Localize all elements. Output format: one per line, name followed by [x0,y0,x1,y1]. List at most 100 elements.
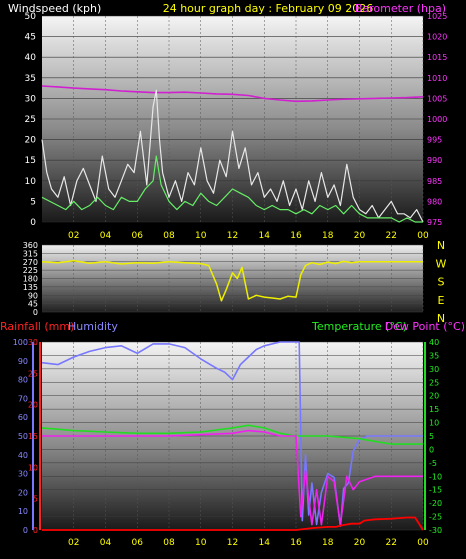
temperature-title: Temperature (°C) [311,320,407,333]
compass-label: S [438,276,445,289]
humidity-tick-label: 10 [18,507,28,516]
rainfall-tick-label: 20 [28,401,38,410]
windspeed-tick-label: 15 [25,156,36,166]
temperature-tick-label: -30 [429,526,442,535]
direction-tick-label: 135 [23,283,38,292]
temperature-tick-label: 25 [429,378,439,387]
temp-time-axis-ticks: 02 04 06 08 10 12 14 16 18 20 22 00 [68,538,429,548]
wind-time-tick-label: 16 [290,231,302,241]
compass-label: N [437,239,445,252]
barometer-tick-label: 995 [427,136,442,145]
humidity-tick-label: 80 [18,376,28,385]
rainfall-tick-label: 15 [28,432,38,441]
temperature-tick-label: 10 [429,419,439,428]
wind-time-tick-label: 10 [195,231,207,241]
wind-time-tick-label: 08 [163,231,175,241]
temp-time-tick-label: 18 [322,538,334,548]
direction-panel-grid [42,244,424,313]
gust-line [41,89,424,223]
windspeed-tick-label: 10 [25,177,37,187]
compass-label: W [436,257,447,270]
rainfall-axis-ticks: 0 5 10 15 20 25 30 [28,338,38,535]
humidity-title: Humidity [68,320,118,333]
humidity-line [41,341,423,528]
barometer-line [41,85,424,103]
temp-time-tick-label: 00 [417,538,429,548]
temperature-tick-label: -15 [429,486,442,495]
barometer-tick-label: 1015 [427,53,447,62]
rainfall-tick-label: 5 [33,495,38,504]
rainfall-tick-label: 10 [28,463,38,472]
temperature-tick-label: -25 [429,513,442,522]
temperature-tick-label: 0 [429,445,434,454]
barometer-tick-label: 1020 [427,33,447,42]
direction-tick-label: 90 [28,291,38,300]
wind-direction-line [41,260,423,302]
compass-label: E [438,294,445,307]
wind-panel-grid [42,15,424,223]
barometer-tick-label: 1005 [427,94,447,103]
wind-time-tick-label: 02 [68,231,79,241]
windspeed-axis-ticks: 0 5 10 15 20 25 30 35 40 45 50 [25,12,37,228]
temp-time-tick-label: 06 [132,538,144,548]
barometer-axis-ticks: 975 980 985 990 995 1000 1005 1010 1015 1020 1025 [427,12,447,227]
humidity-tick-label: 50 [18,432,28,441]
humidity-tick-label: 40 [18,451,28,460]
temperature-tick-label: 35 [429,351,439,360]
wind-time-tick-label: 18 [322,231,334,241]
wind-time-tick-label: 04 [100,231,112,241]
wind-time-tick-label: 22 [386,231,397,241]
windspeed-tick-label: 0 [30,218,36,228]
temperature-tick-label: 15 [429,405,439,414]
windspeed-tick-label: 25 [25,115,36,125]
temp-series [41,341,424,531]
humidity-tick-label: 70 [18,394,28,403]
windspeed-title: Windspeed (kph) [8,2,101,15]
windspeed-tick-label: 45 [25,33,36,43]
barometer-tick-label: 975 [427,218,442,227]
temp-time-tick-label: 16 [290,538,302,548]
temp-time-tick-label: 10 [195,538,207,548]
temperature-tick-label: -20 [429,499,442,508]
temp-time-tick-label: 08 [163,538,175,548]
temp-time-tick-label: 22 [386,538,397,548]
windspeed-tick-label: 50 [25,12,37,22]
rainfall-tick-label: 30 [28,338,38,347]
wind-time-tick-label: 00 [417,231,429,241]
wind-series [41,85,424,223]
temperature-tick-label: 30 [429,365,439,374]
barometer-tick-label: 1025 [427,12,447,21]
wind-time-tick-label: 06 [132,231,144,241]
wind-time-tick-label: 14 [259,231,271,241]
temperature-axis-ticks: -30 -25 -20 -15 -10 -5 0 5 10 15 20 25 30 35 40 [429,338,442,535]
rain-axis-bar [39,342,41,530]
humidity-tick-label: 20 [18,488,28,497]
dewpoint-line [42,429,423,526]
humidity-tick-label: 0 [23,526,28,535]
dewpoint-title: Dew Point (°C) [385,320,465,333]
temperature-tick-label: 5 [429,432,434,441]
windspeed-tick-label: 5 [30,197,36,207]
temp-panel: 0 10 20 30 40 50 60 70 80 90 100 0 5 10 15 20 25 30 -30 -… [13,338,442,548]
temperature-tick-label: -10 [429,472,442,481]
temperature-tick-label: 40 [429,338,439,347]
barometer-tick-label: 990 [427,156,442,165]
temp-axis-bar [424,342,426,530]
humidity-tick-label: 100 [13,338,28,347]
temp-time-tick-label: 04 [100,538,112,548]
humidity-axis-bar [32,342,34,530]
temp-time-tick-label: 12 [227,538,238,548]
wind-time-tick-label: 12 [227,231,238,241]
direction-series [41,260,423,302]
humidity-tick-label: 60 [18,413,28,422]
direction-tick-label: 0 [33,308,38,317]
rainfall-tick-label: 25 [28,369,38,378]
humidity-tick-label: 90 [18,357,28,366]
barometer-tick-label: 980 [427,197,442,206]
direction-tick-label: 315 [23,249,38,258]
direction-tick-label: 180 [23,275,38,284]
